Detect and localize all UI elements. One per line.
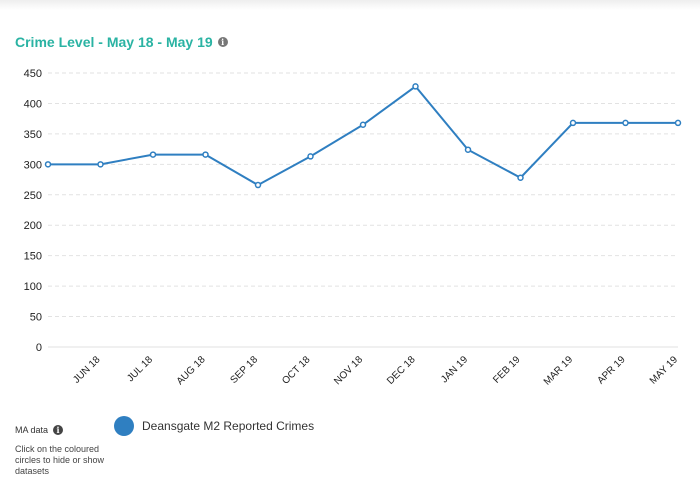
y-tick-label: 400 bbox=[24, 98, 42, 110]
legend-item-deansgate[interactable]: Deansgate M2 Reported Crimes bbox=[114, 416, 314, 436]
top-shadow bbox=[0, 0, 700, 10]
x-tick-label: APR 19 bbox=[595, 354, 627, 386]
ma-data-label: MA data bbox=[15, 425, 49, 435]
data-point[interactable] bbox=[97, 161, 104, 168]
series bbox=[44, 83, 682, 189]
y-tick-label: 50 bbox=[30, 312, 42, 324]
data-point[interactable] bbox=[622, 119, 629, 127]
x-tick-label: JUL 18 bbox=[125, 354, 155, 384]
data-point[interactable] bbox=[412, 83, 419, 90]
data-point[interactable] bbox=[307, 153, 314, 160]
legend-dot[interactable] bbox=[114, 416, 134, 436]
data-point[interactable] bbox=[149, 151, 157, 158]
data-point[interactable] bbox=[517, 174, 524, 181]
series-line bbox=[48, 85, 678, 187]
y-axis: 0 50 100 150 200 250 300 350 400 450 bbox=[24, 68, 42, 354]
x-tick-label: NOV 18 bbox=[332, 354, 365, 387]
y-tick-label: 350 bbox=[24, 129, 42, 141]
ma-info-icon[interactable]: i bbox=[53, 425, 64, 435]
x-tick-label: MAY 19 bbox=[648, 354, 681, 387]
y-tick-label: 150 bbox=[24, 251, 42, 263]
x-tick-label: FEB 19 bbox=[491, 354, 523, 386]
info-icon[interactable]: i bbox=[217, 37, 228, 47]
data-point[interactable] bbox=[202, 151, 209, 158]
y-tick-label: 0 bbox=[36, 342, 42, 354]
data-point[interactable] bbox=[44, 161, 52, 168]
legend-label: Deansgate M2 Reported Crimes bbox=[142, 419, 315, 433]
data-point[interactable] bbox=[359, 121, 367, 129]
chart-title: Crime Level - May 18 - May 19 bbox=[15, 34, 213, 50]
x-tick-label: SEP 18 bbox=[228, 354, 260, 386]
y-tick-label: 100 bbox=[24, 281, 42, 293]
x-tick-label: AUG 18 bbox=[175, 354, 208, 387]
data-point[interactable] bbox=[254, 181, 262, 189]
x-tick-label: JAN 19 bbox=[439, 354, 470, 385]
chart-title-row: Crime Level - May 18 - May 19 i bbox=[15, 32, 228, 52]
x-tick-label: DEC 18 bbox=[385, 354, 418, 387]
y-tick-label: 200 bbox=[24, 220, 42, 232]
x-tick-label: OCT 18 bbox=[280, 354, 313, 387]
x-axis: JUN 18 JUL 18 AUG 18 SEP 18 OCT 18 NOV 18 DEC … bbox=[71, 354, 680, 388]
x-tick-label: MAR 19 bbox=[542, 354, 576, 388]
data-point[interactable] bbox=[569, 119, 577, 127]
x-tick-label: JUN 18 bbox=[71, 354, 103, 386]
y-tick-label: 450 bbox=[24, 68, 42, 80]
data-point[interactable] bbox=[674, 119, 682, 127]
line-chart: 0 50 100 150 200 250 300 350 400 450 JUN 18 JUL 18… bbox=[24, 68, 682, 388]
y-tick-label: 300 bbox=[24, 159, 42, 171]
legend-hint: Click on the coloured circles to hide or… bbox=[15, 444, 105, 476]
ma-data-label-row: MA data i bbox=[15, 425, 64, 435]
data-point[interactable] bbox=[464, 146, 472, 153]
grid bbox=[48, 72, 678, 348]
y-tick-label: 250 bbox=[24, 190, 42, 202]
